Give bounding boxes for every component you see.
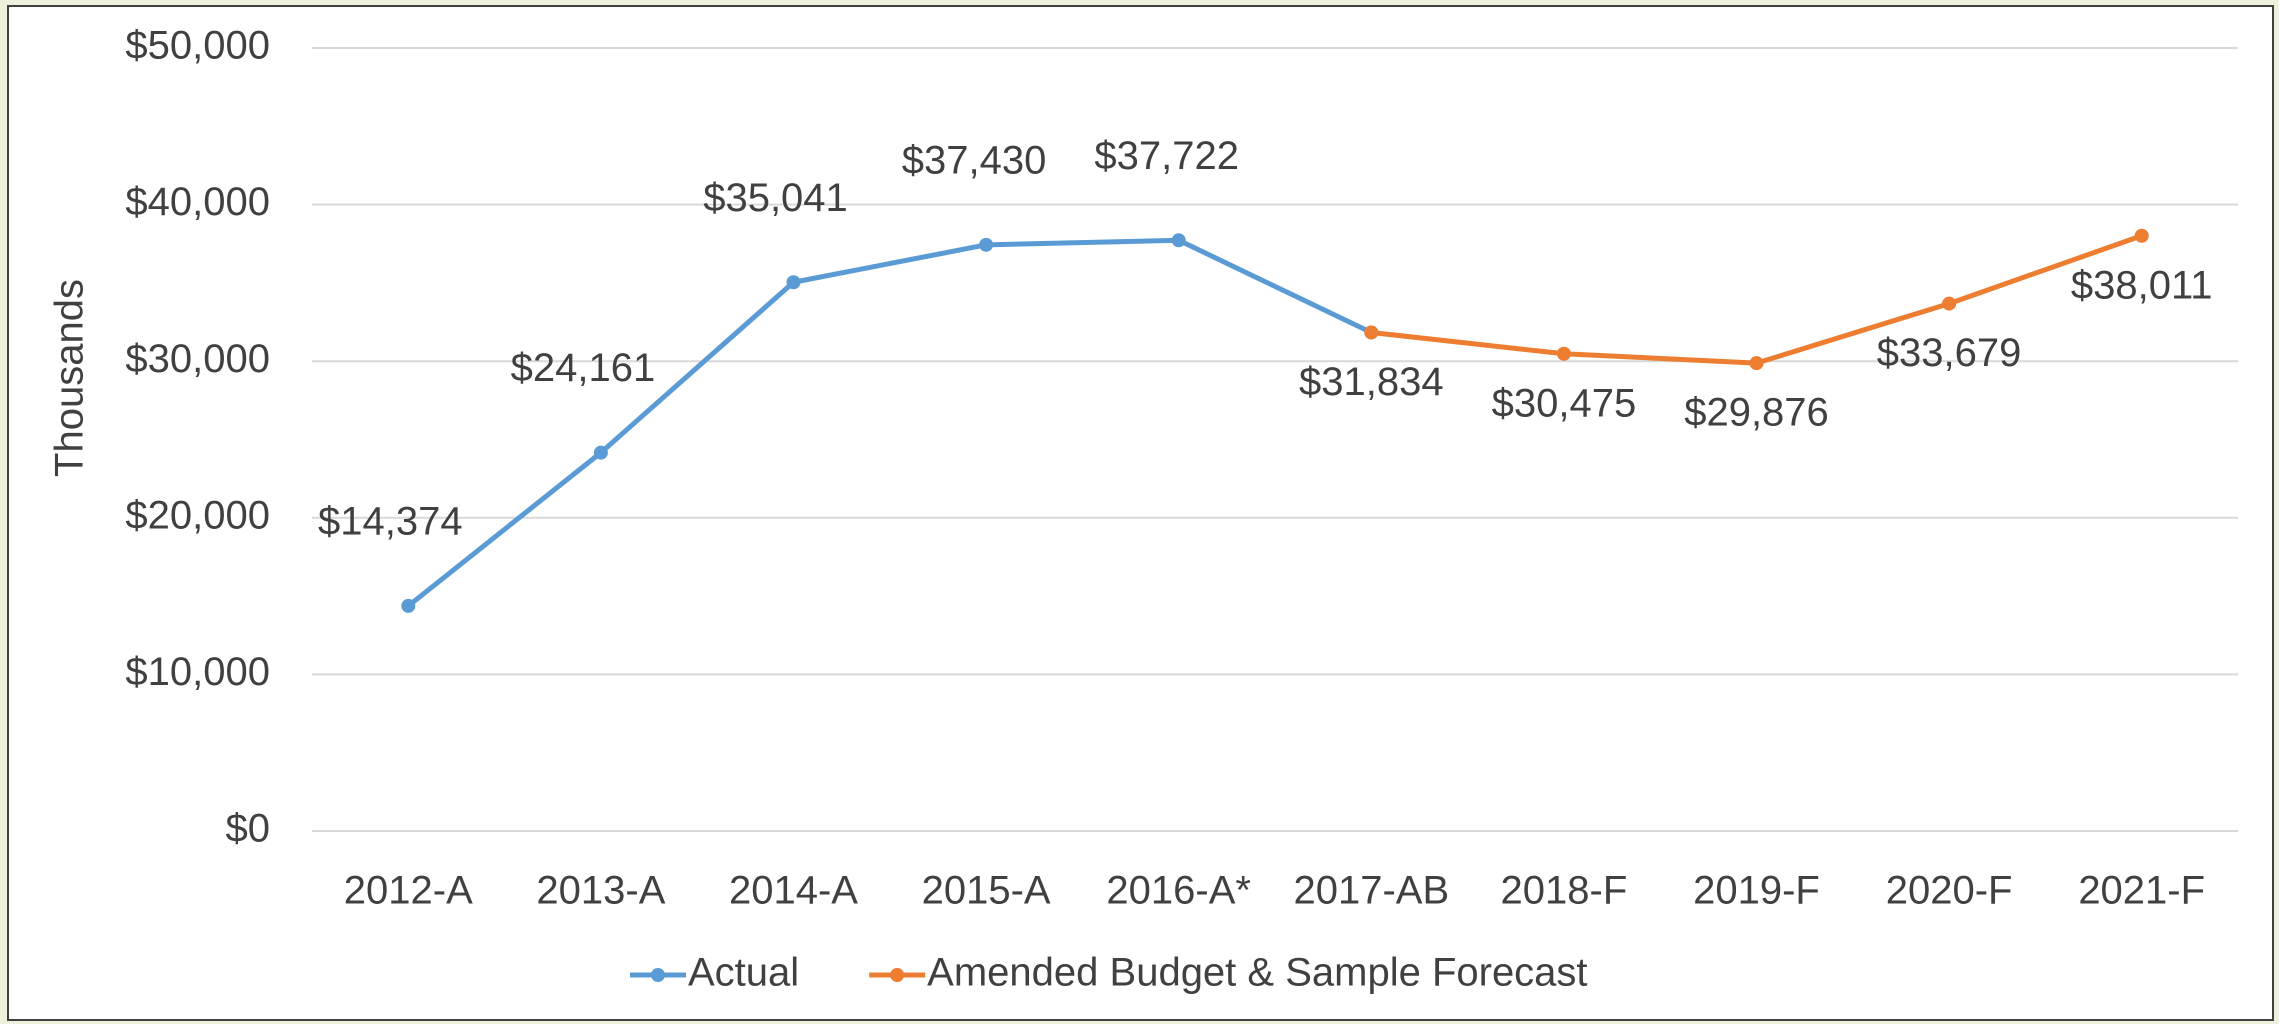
data-label: $33,679 [1877,331,2022,375]
legend-label: Actual [688,951,799,995]
data-label: $29,876 [1684,391,1829,435]
x-tick-label: 2013-A [536,869,665,913]
data-point [1749,356,1764,371]
x-tick-label: 2018-F [1501,869,1628,913]
y-tick-label: $20,000 [125,493,270,537]
y-axis-title: Thousands [48,279,92,477]
data-label: $30,475 [1492,381,1637,425]
x-tick-label: 2017-AB [1293,869,1449,913]
data-point [979,237,994,252]
x-tick-label: 2012-A [344,869,473,913]
data-point [2134,228,2149,243]
y-tick-label: $40,000 [125,180,270,224]
data-point [786,275,801,290]
data-point [401,598,416,613]
y-tick-label: $0 [226,807,271,851]
legend-marker [651,968,665,982]
y-tick-label: $30,000 [125,337,270,381]
data-label: $35,041 [703,176,848,220]
data-label: $38,011 [2071,263,2213,307]
data-point [1556,346,1571,361]
y-tick-label: $50,000 [125,24,270,68]
legend-marker [890,968,905,982]
x-tick-label: 2019-F [1693,869,1820,913]
data-point [593,445,608,460]
data-point [1364,325,1379,340]
x-tick-label: 2020-F [1886,869,2013,913]
chart-frame [7,5,2274,1021]
data-label: $37,722 [1094,134,1239,178]
x-tick-label: 2014-A [729,869,858,913]
x-tick-label: 2015-A [922,869,1051,913]
y-tick-label: $10,000 [125,650,270,694]
legend-label: Amended Budget & Sample Forecast [927,951,1587,995]
data-label: $14,374 [318,499,463,543]
data-point [1171,233,1186,248]
data-label: $31,834 [1299,360,1444,404]
series-line [406,237,1373,608]
data-point [1942,296,1957,311]
data-label: $24,161 [511,346,656,390]
x-tick-label: 2016-A* [1106,869,1251,913]
data-label: $37,430 [902,138,1047,182]
x-tick-label: 2021-F [2078,869,2205,913]
